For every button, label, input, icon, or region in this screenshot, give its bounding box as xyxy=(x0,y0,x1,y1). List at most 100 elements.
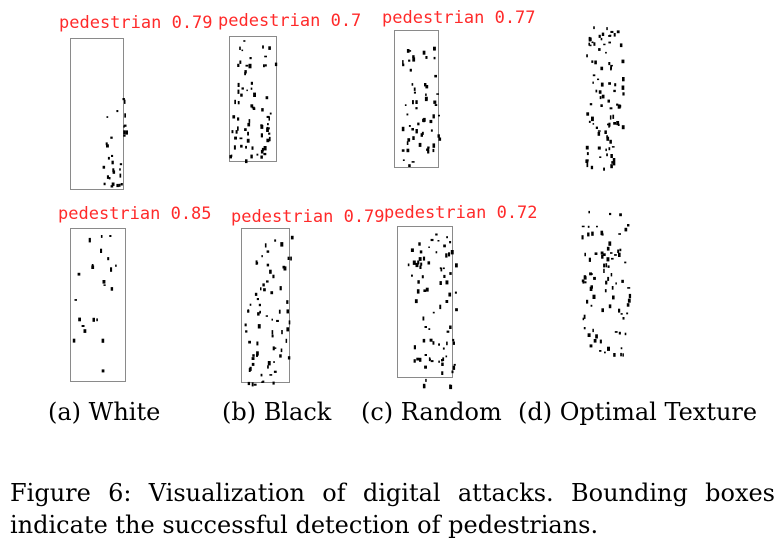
point xyxy=(445,300,449,303)
point xyxy=(422,383,426,389)
point xyxy=(402,159,405,161)
point xyxy=(618,308,621,313)
point xyxy=(237,82,240,87)
point xyxy=(590,273,593,275)
point xyxy=(583,327,586,330)
detection-label: pedestrian 0.7 xyxy=(218,11,362,31)
point xyxy=(424,354,427,356)
point xyxy=(402,60,404,65)
point xyxy=(434,74,437,78)
point xyxy=(274,239,277,242)
point xyxy=(445,253,448,258)
point xyxy=(597,146,601,150)
point xyxy=(279,354,282,358)
point xyxy=(586,54,588,58)
point xyxy=(412,136,415,140)
point xyxy=(607,265,610,268)
point xyxy=(601,254,604,259)
point xyxy=(256,153,259,156)
point xyxy=(415,129,418,134)
point xyxy=(423,289,427,292)
point xyxy=(249,366,252,371)
point xyxy=(264,64,267,67)
point xyxy=(240,93,243,97)
point xyxy=(266,250,270,253)
point xyxy=(595,89,598,93)
point xyxy=(249,303,252,306)
point-cloud-layer xyxy=(72,26,632,390)
point xyxy=(432,114,435,119)
bounding-box xyxy=(397,226,453,378)
point xyxy=(416,357,420,361)
point xyxy=(610,67,612,71)
point xyxy=(452,338,455,342)
point xyxy=(418,242,421,246)
point xyxy=(108,177,111,180)
point xyxy=(247,122,251,127)
point xyxy=(434,104,438,106)
point xyxy=(425,93,427,96)
point xyxy=(265,315,268,317)
point xyxy=(250,87,253,90)
point xyxy=(608,122,611,127)
point xyxy=(614,254,617,256)
point xyxy=(449,384,451,389)
point xyxy=(268,116,270,121)
point xyxy=(606,246,610,251)
point xyxy=(100,235,103,238)
point xyxy=(233,145,236,150)
point xyxy=(448,252,451,257)
point xyxy=(267,365,269,369)
point xyxy=(610,252,613,254)
point xyxy=(256,341,259,346)
point xyxy=(413,91,416,94)
point xyxy=(110,136,113,139)
point xyxy=(106,116,109,118)
point xyxy=(272,381,275,385)
point xyxy=(439,304,442,310)
point xyxy=(592,328,594,333)
point xyxy=(260,155,263,159)
point xyxy=(411,128,414,131)
point xyxy=(409,68,412,72)
detection-label: pedestrian 0.85 xyxy=(58,204,212,224)
point xyxy=(261,147,264,152)
point xyxy=(424,365,427,369)
point xyxy=(423,117,426,122)
point xyxy=(597,130,601,132)
point xyxy=(584,281,587,284)
point xyxy=(609,139,612,144)
point xyxy=(441,371,444,375)
point xyxy=(582,317,585,321)
point xyxy=(620,352,622,357)
point xyxy=(613,122,616,125)
point xyxy=(268,132,271,135)
point xyxy=(596,225,598,228)
point xyxy=(599,350,602,352)
point xyxy=(428,357,431,362)
point xyxy=(240,144,243,148)
point xyxy=(438,137,442,141)
point xyxy=(259,310,261,314)
point xyxy=(112,170,116,174)
point xyxy=(273,347,277,349)
point xyxy=(425,378,427,382)
point xyxy=(286,309,289,314)
point xyxy=(244,70,247,74)
point xyxy=(601,32,605,36)
point xyxy=(433,46,436,51)
point xyxy=(622,353,624,357)
point xyxy=(418,257,422,261)
point xyxy=(260,149,264,154)
point xyxy=(608,41,611,44)
point xyxy=(455,263,458,268)
point xyxy=(422,256,426,261)
point xyxy=(413,87,416,91)
point xyxy=(624,227,628,232)
point xyxy=(586,152,589,156)
point xyxy=(74,299,77,301)
point xyxy=(268,46,271,50)
point xyxy=(245,330,248,333)
point xyxy=(124,124,127,127)
point xyxy=(267,123,269,126)
